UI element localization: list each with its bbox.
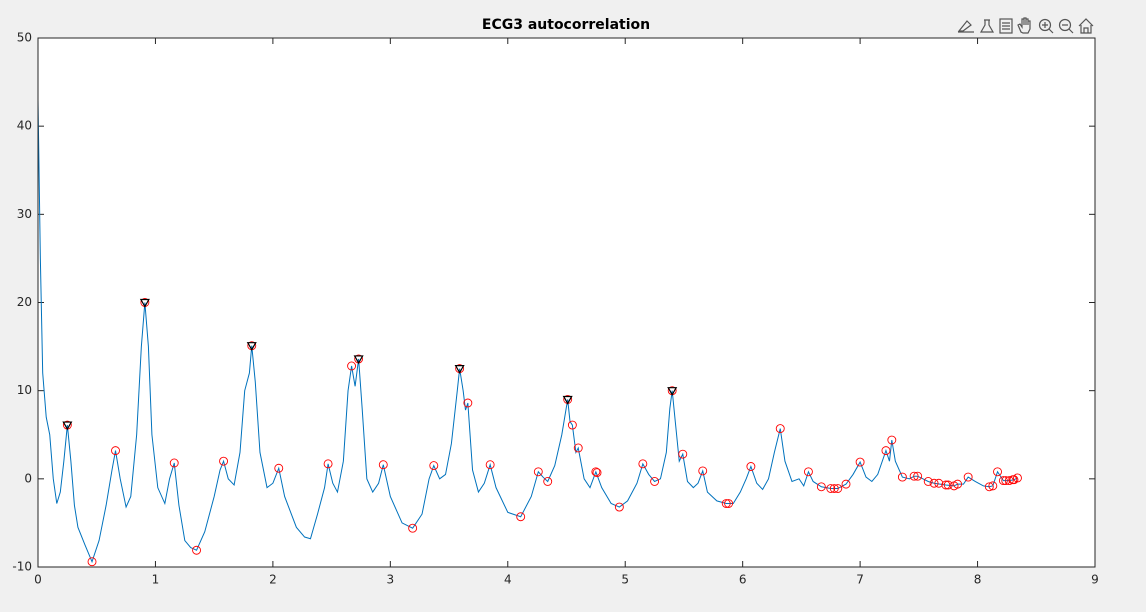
peak-marker <box>111 446 120 456</box>
peak-marker <box>347 361 357 371</box>
peak-marker <box>724 499 734 508</box>
top-peak-marker <box>454 364 465 374</box>
peak-marker <box>429 461 439 471</box>
peak-marker <box>573 443 583 453</box>
top-peak-triangle <box>62 421 73 431</box>
top-peak-marker <box>562 395 573 405</box>
peak-marker <box>485 460 495 470</box>
chart-title: ECG3 autocorrelation <box>482 17 650 33</box>
top-peak-marker <box>246 341 257 351</box>
y-tick-label: 40 <box>17 119 32 133</box>
peak-marker <box>169 458 179 468</box>
peak-marker <box>746 462 756 471</box>
peak-marker <box>934 478 944 488</box>
peak-marker <box>998 476 1008 486</box>
axes-box <box>37 37 1096 568</box>
home[interactable] <box>1078 18 1094 34</box>
peak-marker <box>698 466 708 476</box>
top-peak-triangle <box>139 298 150 308</box>
y-tick-label: 0 <box>24 471 32 485</box>
peak-marker <box>592 468 602 478</box>
top-peak-marker <box>353 354 364 365</box>
peak-marker <box>378 460 388 470</box>
peak-marker <box>881 446 891 456</box>
peak-marker <box>323 459 333 469</box>
peak-marker <box>463 398 473 408</box>
data-tip-tool[interactable] <box>979 19 995 33</box>
y-tick-label: 50 <box>17 31 32 45</box>
peak-marker <box>826 484 836 493</box>
peak-marker <box>816 482 826 492</box>
peak-marker <box>192 545 202 555</box>
y-tick-label: 20 <box>17 295 32 309</box>
line-series <box>37 99 1018 564</box>
peak-marker <box>533 467 543 477</box>
peak-marker <box>408 523 418 533</box>
peak-marker <box>803 467 813 477</box>
y-tick-label: 10 <box>17 383 32 397</box>
peak-marker <box>638 459 648 469</box>
top-peak-triangle <box>246 342 257 351</box>
x-tick-label: 1 <box>152 573 160 587</box>
peak-marker <box>650 477 660 486</box>
top-peak-triangle <box>353 355 364 365</box>
peak-marker <box>87 557 97 567</box>
peak-marker <box>887 435 897 445</box>
zoom-in[interactable] <box>1038 18 1054 34</box>
peak-marker <box>988 481 998 491</box>
peak-marker <box>516 512 526 522</box>
peak-marker <box>567 420 577 430</box>
top-peak-triangle <box>454 365 465 374</box>
peak-marker <box>591 467 601 477</box>
axes-background <box>38 38 1095 567</box>
peak-marker <box>984 482 994 492</box>
peak-marker <box>923 477 933 486</box>
peak-marker <box>833 484 843 493</box>
x-tick-label: 9 <box>1091 573 1099 587</box>
x-tick-label: 6 <box>739 573 747 587</box>
brush-tool[interactable] <box>957 20 974 33</box>
peak-marker <box>929 478 939 488</box>
peak-marker <box>543 477 553 486</box>
peak-marker <box>721 499 731 508</box>
peak-marker <box>897 472 907 482</box>
x-tick-label: 2 <box>269 573 277 587</box>
peak-marker <box>1004 476 1014 486</box>
peak-marker <box>993 467 1002 477</box>
peak-marker <box>855 457 865 467</box>
peak-marker <box>953 479 963 489</box>
top-peak-marker <box>139 298 150 308</box>
top-peak-triangle <box>562 395 573 405</box>
peak-marker <box>943 480 953 490</box>
peak-marker <box>841 479 851 489</box>
peak-marker <box>775 424 785 434</box>
toolbar <box>957 17 1094 34</box>
peak-marker <box>909 471 919 481</box>
x-tick-label: 7 <box>856 573 864 587</box>
y-tick-label: -10 <box>12 560 32 574</box>
peak-marker <box>274 463 284 473</box>
x-tick-label: 4 <box>504 573 512 587</box>
x-tick-label: 0 <box>34 573 42 587</box>
peak-marker <box>1013 473 1022 483</box>
y-tick-label: 30 <box>17 207 32 221</box>
pan-tool[interactable] <box>1017 17 1031 34</box>
x-tick-label: 5 <box>621 573 629 587</box>
peak-marker <box>678 449 688 459</box>
peak-marker <box>614 502 624 512</box>
x-tick-label: 3 <box>387 573 395 587</box>
top-peak-triangle <box>667 387 678 396</box>
top-peak-marker <box>667 386 678 396</box>
zoom-out[interactable] <box>1058 18 1074 34</box>
peak-marker <box>219 456 229 466</box>
peak-marker <box>829 484 839 493</box>
x-tick-label: 8 <box>974 573 982 587</box>
pan-view[interactable] <box>999 18 1013 34</box>
top-peak-marker <box>62 420 73 431</box>
peak-marker <box>963 472 973 482</box>
peak-marker <box>913 471 923 481</box>
